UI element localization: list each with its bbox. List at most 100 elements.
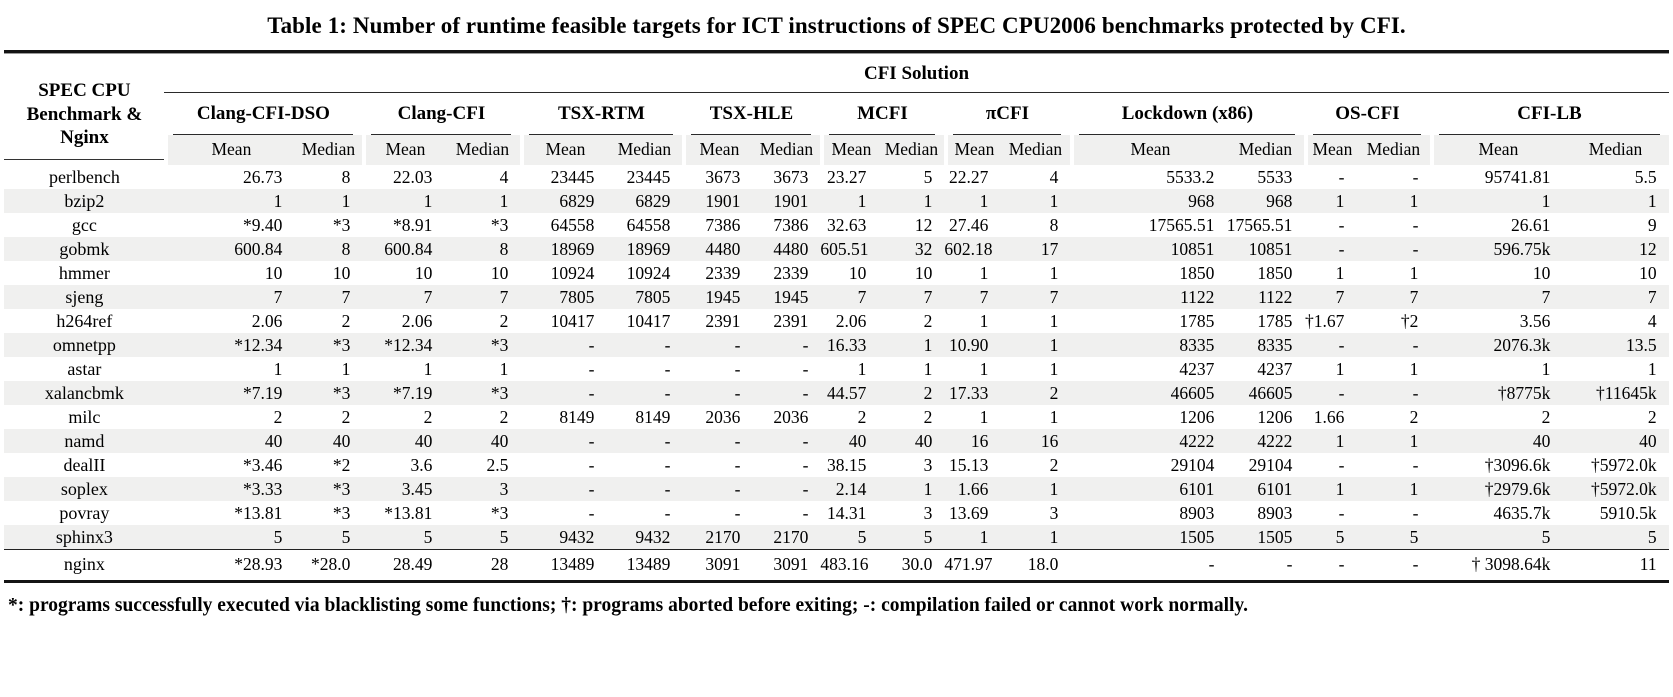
value-cell: 6101 bbox=[1257, 478, 1293, 499]
value-cell: 1 bbox=[979, 406, 989, 427]
value-cell: 9432 bbox=[559, 526, 595, 547]
value-cell: - bbox=[802, 358, 809, 379]
value-cell: 2170 bbox=[773, 526, 809, 547]
value-cell: 22.27 bbox=[949, 166, 989, 187]
value-cell: 1122 bbox=[1258, 286, 1293, 307]
value-cell: 8 bbox=[341, 166, 351, 187]
value-cell: †5972.0k bbox=[1590, 454, 1657, 475]
table-row: gcc *9.40 *3 *8.91 *3 64558 64558 7386 7386 32.63… bbox=[4, 213, 1668, 237]
subheader-row: Mean Median Mean Median Mean Median Mean Median… bbox=[4, 135, 1669, 165]
value-cell: - bbox=[802, 334, 809, 355]
benchmark-name-cell: namd bbox=[64, 430, 105, 451]
value-cell: 16 bbox=[970, 430, 989, 451]
value-cell: 1 bbox=[341, 190, 351, 211]
subheader-cell: Mean bbox=[820, 135, 879, 165]
value-cell: 18969 bbox=[626, 238, 671, 259]
value-cell: 27.46 bbox=[949, 214, 989, 235]
subheader-cell: Mean bbox=[1070, 135, 1227, 165]
value-cell: 3 bbox=[499, 478, 509, 499]
value-cell: 7 bbox=[1541, 286, 1551, 307]
value-cell: 1 bbox=[1335, 430, 1345, 451]
value-cell: 1 bbox=[1409, 478, 1419, 499]
value-cell: 5533 bbox=[1257, 166, 1293, 187]
value-cell: 8 bbox=[341, 238, 351, 259]
value-cell: - bbox=[664, 358, 671, 379]
table-row: xalancbmk *7.19 *3 *7.19 *3- - - -44.57 2 17.33 2 4… bbox=[4, 381, 1669, 405]
value-cell: 40 bbox=[1639, 430, 1657, 451]
results-table: SPEC CPU Benchmark & Nginx CFI Solution … bbox=[4, 50, 1669, 583]
table-row: soplex *3.33 *3 3.45 3 - - - - 2.14 1 1.66 1 6101 6101… bbox=[4, 477, 1669, 501]
value-cell: 5 bbox=[923, 526, 933, 547]
benchmark-name-cell: sphinx3 bbox=[55, 526, 113, 547]
value-cell: 2 bbox=[923, 406, 933, 427]
value-cell: *8.91 bbox=[393, 214, 433, 235]
value-cell: 18.0 bbox=[1000, 549, 1071, 583]
value-cell: 13489 bbox=[606, 549, 683, 583]
value-cell: 7 bbox=[923, 286, 933, 307]
value-cell: 1 bbox=[273, 190, 283, 211]
nginx-row-section: nginx *28.93 *28.0 28.49 28 13489 13489 3091 309… bbox=[4, 549, 1669, 583]
subheader-cell: Median bbox=[444, 135, 521, 165]
value-cell: 600.84 bbox=[234, 238, 283, 259]
value-cell: 10.90 bbox=[949, 334, 989, 355]
table-row: milc 2 2 2 2 8149 8149 2036 2036 2 2 1 1 1206 1206 1.66… bbox=[4, 405, 1668, 429]
value-cell: 4 bbox=[499, 166, 509, 187]
value-cell: 10 bbox=[914, 262, 933, 283]
value-cell: *3.46 bbox=[243, 454, 283, 475]
value-cell: - bbox=[802, 382, 809, 403]
value-cell: *3 bbox=[332, 478, 351, 499]
value-cell: 7 bbox=[341, 286, 351, 307]
value-cell: 10 bbox=[1639, 262, 1657, 283]
benchmark-name-cell: hmmer bbox=[58, 262, 110, 283]
benchmark-name-cell: omnetpp bbox=[52, 334, 116, 355]
value-cell: 2 bbox=[499, 310, 509, 331]
value-cell: 23445 bbox=[550, 166, 595, 187]
value-cell: 17.33 bbox=[949, 382, 989, 403]
table-row: astar 1 1 1 1 - - - - 1 1 1 1 4237 4237 1 1 1 1 bbox=[4, 357, 1668, 381]
value-cell: 6829 bbox=[559, 190, 595, 211]
value-cell: 1505 bbox=[1257, 526, 1293, 547]
value-cell: 2 bbox=[1647, 406, 1657, 427]
value-cell: *7.19 bbox=[393, 382, 433, 403]
value-cell: 7 bbox=[273, 286, 283, 307]
value-cell: 1 bbox=[1409, 262, 1419, 283]
value-cell: 4635.7k bbox=[1493, 502, 1551, 523]
value-cell: 1 bbox=[979, 262, 989, 283]
value-cell: 8903 bbox=[1257, 502, 1293, 523]
value-cell: 1 bbox=[499, 358, 509, 379]
value-cell: 22.03 bbox=[393, 166, 433, 187]
value-cell: 1 bbox=[1049, 262, 1059, 283]
value-cell: 32.63 bbox=[827, 214, 867, 235]
value-cell: - bbox=[734, 358, 741, 379]
value-cell: - bbox=[734, 502, 741, 523]
value-cell: †1.67 bbox=[1305, 310, 1345, 331]
benchmark-name-cell: gobmk bbox=[59, 238, 110, 259]
value-cell: 13489 bbox=[520, 549, 607, 583]
value-cell: - bbox=[734, 382, 741, 403]
benchmark-name-cell: sjeng bbox=[65, 286, 104, 307]
value-cell: 2 bbox=[1541, 406, 1551, 427]
value-cell: 602.18 bbox=[944, 238, 993, 259]
value-cell: 4222 bbox=[1257, 430, 1293, 451]
value-cell: 1.66 bbox=[957, 478, 989, 499]
value-cell: *3 bbox=[490, 214, 509, 235]
value-cell: - bbox=[802, 478, 809, 499]
value-cell: 1 bbox=[423, 190, 433, 211]
value-cell: 10 bbox=[490, 262, 509, 283]
value-cell: 5 bbox=[1541, 526, 1551, 547]
value-cell: 2 bbox=[423, 406, 433, 427]
value-cell: *3 bbox=[332, 334, 351, 355]
value-cell: 12 bbox=[1639, 238, 1657, 259]
value-cell: †11645k bbox=[1595, 382, 1657, 403]
value-cell: 10851 bbox=[1248, 238, 1293, 259]
group-header-8: CFI-LB bbox=[1430, 93, 1668, 135]
value-cell: 2391 bbox=[705, 310, 741, 331]
value-cell: 1 bbox=[1049, 190, 1059, 211]
value-cell: 2 bbox=[499, 406, 509, 427]
subheader-cell: Median bbox=[1356, 135, 1431, 165]
value-cell: 1 bbox=[1049, 526, 1059, 547]
value-cell: - bbox=[734, 334, 741, 355]
value-cell: 26.61 bbox=[1511, 214, 1551, 235]
value-cell: 1 bbox=[1409, 358, 1419, 379]
value-cell: 1 bbox=[1049, 406, 1059, 427]
